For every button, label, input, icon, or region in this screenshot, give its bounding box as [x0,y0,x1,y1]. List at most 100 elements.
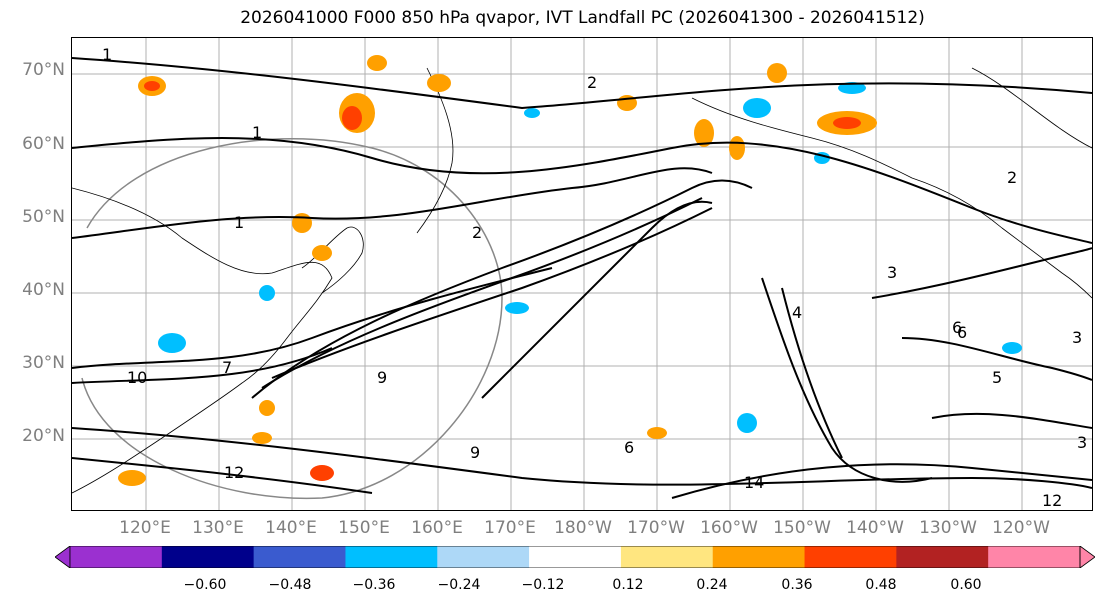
contour-label: 14 [744,473,764,492]
contour-label: 6 [952,318,962,337]
colorbar-border [69,546,1081,568]
map-title: 2026041000 F000 850 hPa qvapor, IVT Land… [240,8,925,28]
qvapor-patch-positive [310,465,334,481]
coastline-alaska [691,97,1093,299]
lon-label: 170°E [484,518,536,538]
contour-label: 2 [587,73,597,92]
qvapor-patch-positive [252,432,272,444]
qvapor-patch-positive [292,213,312,233]
lon-label: 180°W [554,518,612,538]
qvapor-patch-negative [259,285,275,301]
lon-label: 140°W [846,518,904,538]
contour-label: 4 [792,303,802,322]
qvapor-patch-positive [144,81,160,91]
contour-label: 3 [1072,328,1082,347]
qvapor-patch-negative [505,302,529,314]
contour-label: 7 [222,358,232,377]
colorbar-cell [70,546,163,568]
colorbar-tick-label: −0.48 [268,577,312,593]
contour-label: 3 [887,263,897,282]
lon-label: 160°E [411,518,463,538]
ivt-contour [901,337,1093,381]
colorbar-tick-label: 0.60 [950,577,982,593]
colorbar-cell [620,546,714,568]
contour-label: 5 [992,368,1002,387]
ivt-contour [71,167,713,239]
ivt-contour [71,427,1093,489]
colorbar-extend-max [1079,546,1095,568]
qvapor-patch-positive [312,245,332,261]
colorbar-cell [712,546,806,568]
colorbar-cell [161,546,255,568]
colorbar-tick-label: −0.36 [352,577,396,593]
coastline-kamchatka [416,67,454,234]
qvapor-patch-negative [838,82,866,94]
colorbar-tick-label: 0.24 [696,577,728,593]
lat-label: 50°N [22,207,65,227]
colorbar-tick-label: 0.48 [865,577,897,593]
qvapor-patch-negative [524,108,540,118]
contour-label: 2 [1007,168,1017,187]
qvapor-patch-negative [158,333,186,353]
coastline-north-america [971,67,1093,149]
contour-label-group: 1 2 1 2 1 2 3 4 5 6 6 7 9 9 10 12 14 12 … [102,45,1087,510]
colorbar-tick-label: −0.24 [437,577,481,593]
colorbar-cell [804,546,897,568]
lat-label: 60°N [22,134,65,154]
ivt-contour [871,247,1093,299]
landfall-region-outline [81,137,503,500]
lon-label: 130°W [919,518,977,538]
contour-label: 1 [234,213,244,232]
lat-label: 70°N [22,60,65,80]
colorbar-cell [529,546,622,568]
ivt-contour [481,200,713,399]
lon-label: 130°E [192,518,244,538]
ivt-contour [271,207,713,379]
ivt-contours [71,57,1093,499]
map-panel: 1 2 1 2 1 2 3 4 5 6 6 7 9 9 10 12 14 12 … [71,37,1093,511]
contour-label: 1 [252,123,262,142]
ivt-contour [71,457,373,494]
colorbar-cell [988,546,1081,568]
ivt-contour [251,179,753,399]
colorbar [55,546,1095,568]
qvapor-patch-positive [427,74,451,92]
qvapor-patch-positive [833,117,861,129]
lon-label: 140°E [265,518,317,538]
qvapor-patch-negative [737,413,757,433]
colorbar-tick-label: 0.36 [781,577,813,593]
contour-label: 9 [470,443,480,462]
qvapor-patch-negative [1002,342,1022,354]
qvapor-patch-positive [767,63,787,83]
qvapor-shading [118,55,1022,486]
ivt-contour [71,57,1093,110]
contour-label: 6 [957,323,967,342]
qvapor-patch-positive [342,106,362,130]
qvapor-patch-positive [729,136,745,160]
qvapor-patch-positive [694,119,714,147]
coastlines [71,67,1093,494]
ivt-contour [781,287,843,459]
ivt-contour [71,137,1093,244]
ivt-contour [71,347,333,384]
contour-label: 9 [377,368,387,387]
lon-label: 150°E [338,518,390,538]
qvapor-patch-positive [259,400,275,416]
qvapor-patch-negative [743,98,771,118]
colorbar-tick-label: 0.12 [612,577,644,593]
contour-label: 12 [1042,491,1062,510]
lon-label: 150°W [773,518,831,538]
ivt-contour [71,267,553,369]
lon-label: 170°W [627,518,685,538]
contour-label: 12 [224,463,244,482]
ivt-contour [931,412,1093,429]
lon-label: 160°W [700,518,758,538]
ivt-contour [761,277,933,483]
colorbar-cell [896,546,989,568]
coastline-asia [71,187,333,494]
colorbar-extend-min [55,546,71,568]
contour-label: 6 [624,438,634,457]
qvapor-patch-positive [647,427,667,439]
lat-label: 30°N [22,353,65,373]
colorbar-cell [345,546,438,568]
